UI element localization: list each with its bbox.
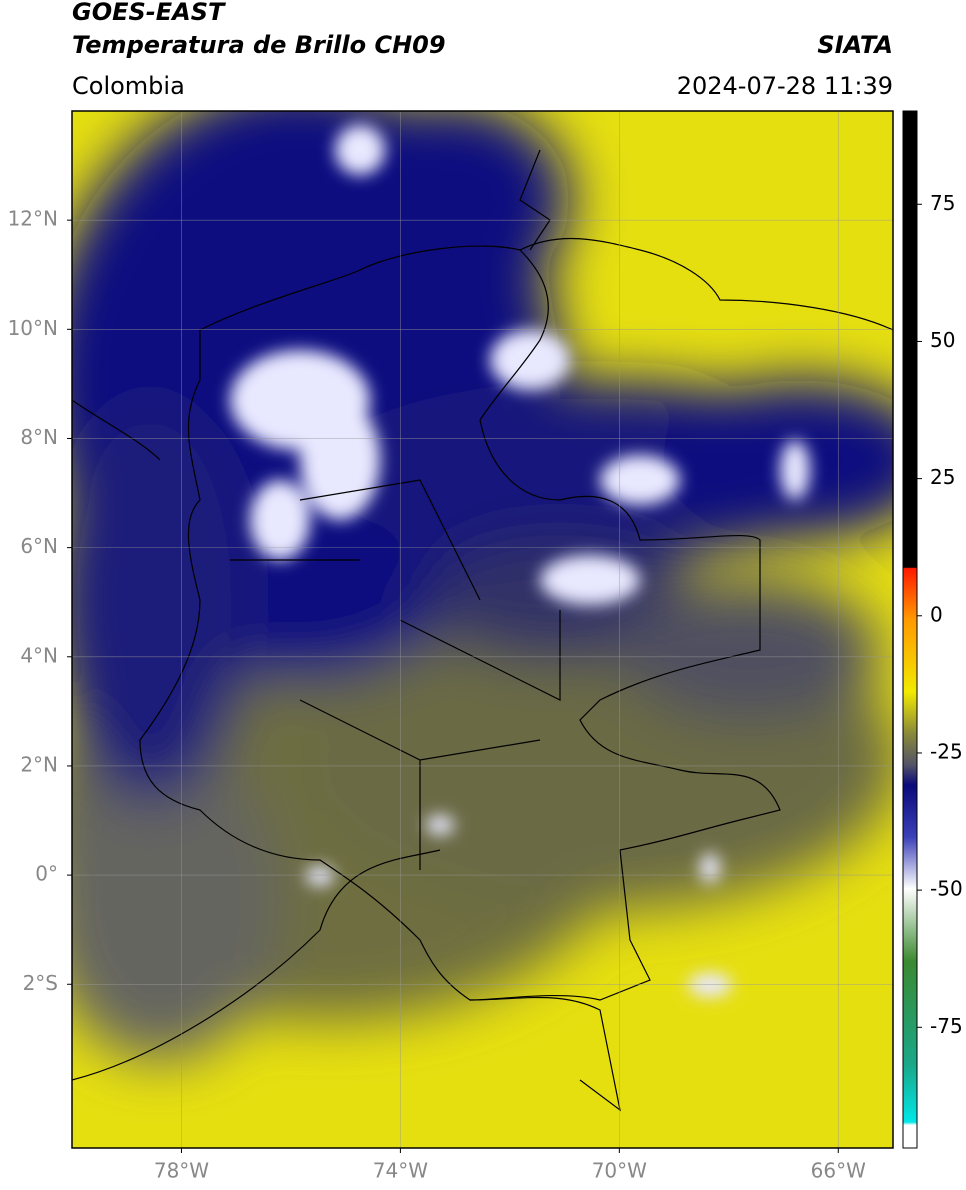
colorbar-tick-label: 50 <box>930 328 955 352</box>
lat-tick-label: 12°N <box>8 207 58 231</box>
lon-tick-label: 70°W <box>592 1159 647 1183</box>
lat-tick-label: 2°S <box>23 971 58 995</box>
lat-tick-label: 2°N <box>20 752 58 776</box>
lat-tick-label: 0° <box>35 862 58 886</box>
lon-tick-label: 66°W <box>811 1159 866 1183</box>
lat-tick-label: 4°N <box>20 643 58 667</box>
colorbar-tick-label: 75 <box>930 191 955 215</box>
region: Colombia <box>72 72 185 100</box>
lon-tick-label: 78°W <box>154 1159 209 1183</box>
colorbar-tick-label: 25 <box>930 465 955 489</box>
subtitle: Temperatura de Brillo CH09 <box>72 31 446 59</box>
lat-tick-label: 10°N <box>8 316 58 340</box>
lat-tick-label: 6°N <box>20 534 58 558</box>
colorbar-tick-label: 0 <box>930 602 943 626</box>
colorbar <box>902 110 918 1149</box>
borders <box>72 149 893 1112</box>
lon-tick-label: 74°W <box>373 1159 428 1183</box>
source: SIATA <box>817 31 893 59</box>
timestamp: 2024-07-28 11:39 <box>677 72 893 100</box>
title: GOES-EAST <box>72 0 226 26</box>
satellite-image <box>72 111 893 1148</box>
map-frame <box>71 110 894 1149</box>
colorbar-tick-label: -50 <box>930 877 963 901</box>
colorbar-tick-label: -25 <box>930 739 963 763</box>
colorbar-tick-label: -75 <box>930 1014 963 1038</box>
lat-tick-label: 8°N <box>20 425 58 449</box>
